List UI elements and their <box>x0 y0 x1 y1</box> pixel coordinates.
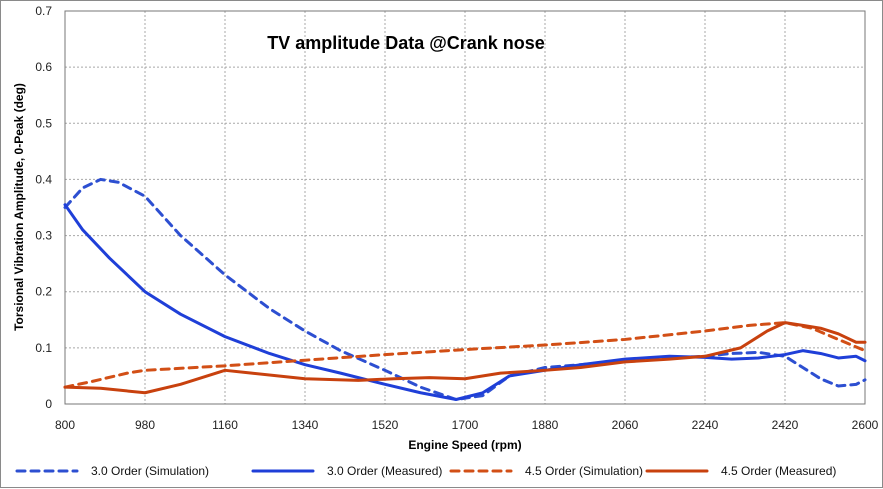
x-tick-label: 2600 <box>852 418 879 432</box>
series-line-4 <box>63 321 867 395</box>
legend: 3.0 Order (Simulation) 3.0 Order (Measure… <box>15 464 836 478</box>
series-line-2 <box>63 203 867 402</box>
y-tick-label: 0.4 <box>35 172 52 186</box>
x-tick-label: 1160 <box>212 418 238 432</box>
legend-label-3: 4.5 Order (Simulation) <box>525 464 643 478</box>
x-tick-label: 980 <box>135 418 155 432</box>
x-tick-label: 800 <box>55 418 75 432</box>
x-tick-label: 1700 <box>452 418 479 432</box>
x-tick-label: 2420 <box>772 418 799 432</box>
legend-label-1: 3.0 Order (Simulation) <box>91 464 209 478</box>
y-tick-label: 0.5 <box>35 116 52 130</box>
y-tick-label: 0.6 <box>35 60 52 74</box>
series-layer <box>63 177 867 402</box>
y-tick-label: 0.7 <box>35 4 52 18</box>
y-tick-label: 0 <box>45 397 52 411</box>
x-tick-label: 1880 <box>532 418 559 432</box>
chart-title: TV amplitude Data @Crank nose <box>267 33 545 53</box>
y-tick-label: 0.1 <box>35 341 52 355</box>
x-tick-label: 2060 <box>612 418 639 432</box>
y-axis-title: Torsional Vibration Amplitude, 0-Peak (d… <box>12 83 26 331</box>
series-line-1 <box>63 177 867 402</box>
legend-label-2: 3.0 Order (Measured) <box>327 464 442 478</box>
x-tick-label: 1340 <box>292 418 319 432</box>
y-tick-label: 0.3 <box>35 229 52 243</box>
y-tick-label: 0.2 <box>35 285 52 299</box>
x-tick-label: 2240 <box>692 418 719 432</box>
axis-layer: 800 980 1160 1340 1520 1700 1880 2060 2240 2420 26… <box>35 4 878 432</box>
x-tick-label: 1520 <box>372 418 399 432</box>
x-axis-title: Engine Speed (rpm) <box>408 438 521 452</box>
legend-label-4: 4.5 Order (Measured) <box>721 464 836 478</box>
